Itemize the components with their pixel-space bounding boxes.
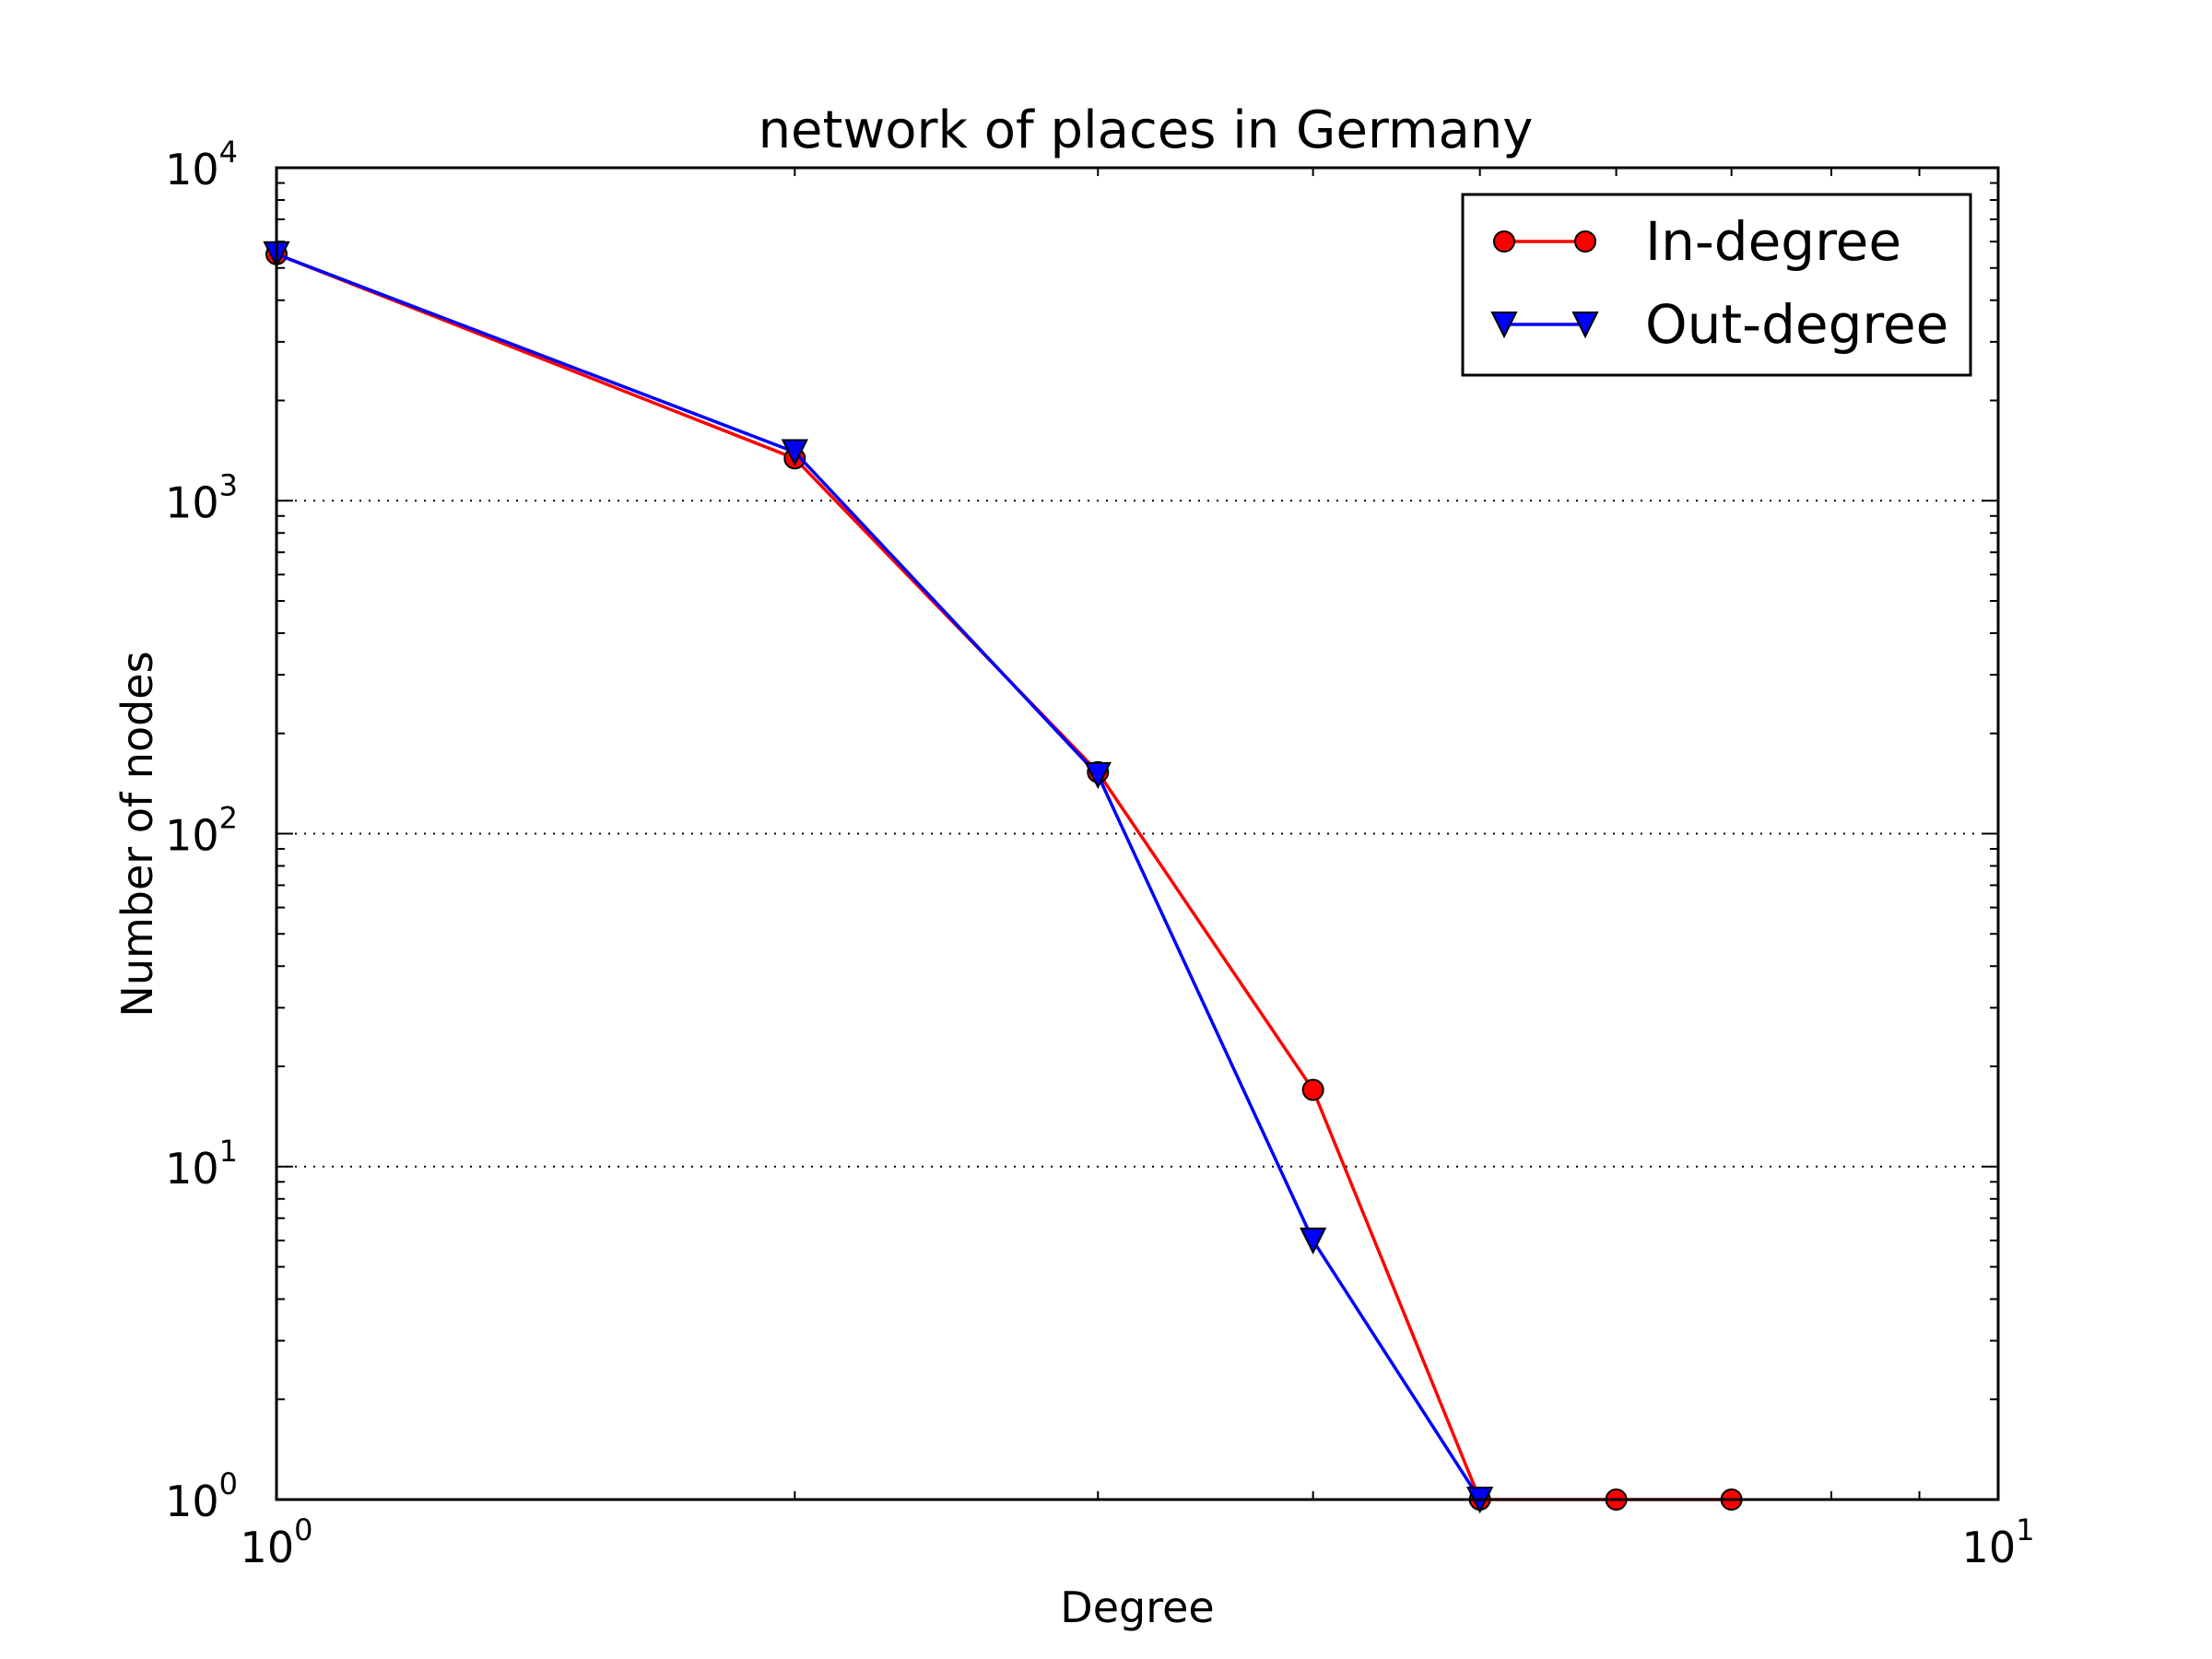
data-point-out-degree	[1300, 1227, 1327, 1255]
legend-marker-out-degree	[1490, 312, 1518, 339]
legend-marker-out-degree	[1571, 312, 1599, 339]
data-point-out-degree	[781, 439, 808, 466]
y-axis-label: Number of nodes	[112, 651, 162, 1017]
data-point-in-degree	[1301, 1078, 1324, 1101]
legend: In-degree Out-degree	[1461, 193, 1972, 377]
x-axis-label: Degree	[1060, 1583, 1214, 1632]
legend-label-in-degree: In-degree	[1645, 210, 1901, 273]
plot-frame	[275, 166, 2000, 1501]
legend-label-out-degree: Out-degree	[1645, 293, 1948, 356]
y-tick-label: 101	[165, 1134, 238, 1194]
grid	[276, 500, 1998, 1168]
legend-marker-in-degree	[1574, 230, 1596, 253]
legend-frame	[1461, 193, 1972, 377]
chart-title: network of places in Germany	[759, 100, 1534, 160]
y-tick-label: 103	[165, 467, 238, 527]
y-tick-label: 104	[165, 135, 238, 194]
y-tick-label: 100	[165, 1466, 238, 1526]
x-tick-label: 101	[1962, 1512, 2035, 1572]
x-tick-label: 100	[241, 1512, 313, 1572]
tick-labels: 100 101 100 101 102 103 104	[165, 135, 2034, 1572]
y-tick-label: 102	[165, 801, 238, 861]
data-point-out-degree	[1084, 761, 1112, 790]
legend-marker-in-degree	[1493, 230, 1515, 253]
